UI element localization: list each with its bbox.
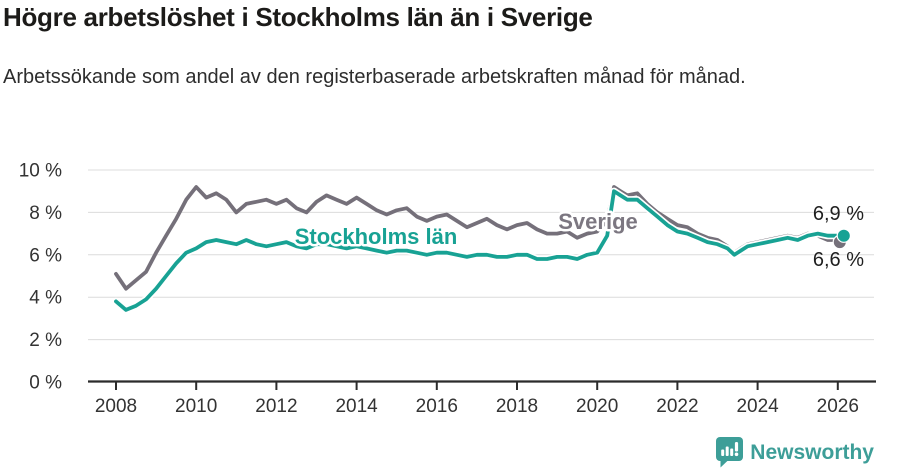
newsworthy-logo: Newsworthy <box>716 437 874 468</box>
x-tick-label-2012: 2012 <box>255 396 297 417</box>
newsworthy-logo-text: Newsworthy <box>750 440 874 464</box>
stockholm-end-dot <box>836 228 852 243</box>
x-tick-label-2020: 2020 <box>576 396 618 417</box>
stockholm-line <box>114 189 844 312</box>
y-tick-label-10: 10 % <box>19 161 62 182</box>
y-tick-label-8: 8 % <box>29 203 62 224</box>
sverige-line <box>114 185 844 291</box>
y-tick-label-6: 6 % <box>29 245 62 266</box>
x-tick-label-2014: 2014 <box>335 396 378 417</box>
chart-subtitle: Arbetssökande som andel av den registerb… <box>3 66 746 88</box>
end-label-stockholm: 6,9 % <box>813 203 864 225</box>
y-tick-label-2: 2 % <box>29 330 62 351</box>
x-tick-label-2010: 2010 <box>175 396 217 417</box>
x-tick-label-2016: 2016 <box>416 396 458 417</box>
chart-title: Högre arbetslöshet i Stockholms län än i… <box>3 2 593 32</box>
x-tick-label-2018: 2018 <box>496 396 538 417</box>
newsworthy-logo-icon <box>716 437 744 468</box>
y-tick-label-4: 4 % <box>29 288 62 309</box>
x-tick-label-2026: 2026 <box>817 396 859 417</box>
stockholm-series-label: Stockholms län <box>295 224 458 249</box>
x-tick-label-2022: 2022 <box>656 396 698 417</box>
sverige-series-label: Sverige <box>558 209 638 234</box>
stockholm-line-casing <box>112 187 846 314</box>
x-tick-label-2024: 2024 <box>736 396 779 417</box>
y-tick-label-0: 0 % <box>29 373 62 394</box>
end-label-sverige: 6,6 % <box>813 249 864 271</box>
x-tick-label-2008: 2008 <box>95 396 137 417</box>
